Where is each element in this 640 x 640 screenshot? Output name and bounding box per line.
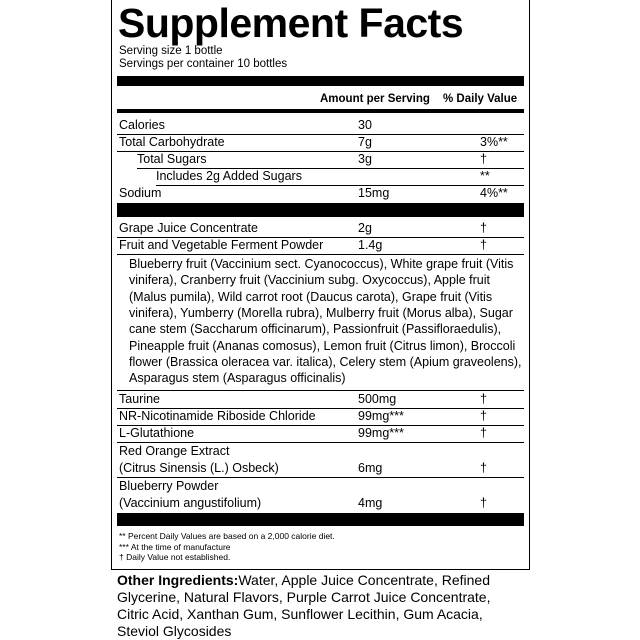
other-ingredients: Other Ingredients:Water, Apple Juice Con… xyxy=(117,572,513,640)
blend-line: cane stem (Saccharum officinarum), Passi… xyxy=(129,322,502,337)
row-daily-value: † xyxy=(480,392,487,406)
row-amount: 99mg*** xyxy=(358,426,404,440)
row-daily-value: † xyxy=(480,409,487,423)
row-daily-value: † xyxy=(480,221,487,235)
row-name: Blueberry Powder xyxy=(119,479,219,493)
row-name: NR-Nicotinamide Riboside Chloride xyxy=(119,409,316,423)
row-amount: 2g xyxy=(358,221,372,235)
row-name: (Vaccinium angustifolium) xyxy=(119,496,262,510)
thick-bar xyxy=(117,76,524,86)
row-daily-value: 4%** xyxy=(480,186,508,200)
row-name: Total Carbohydrate xyxy=(119,135,225,149)
row-name: Calories xyxy=(119,118,165,132)
row-name: Total Sugars xyxy=(137,152,207,166)
row-separator xyxy=(117,254,524,255)
row-amount: 1.4g xyxy=(358,238,383,252)
row-amount: 7g xyxy=(358,135,372,149)
blend-line: vinifera), Yumberry (Morella rubra), Mul… xyxy=(129,305,513,320)
thick-bar xyxy=(117,203,524,217)
blend-line: (Malus pumila), Wild carrot root (Daucus… xyxy=(129,289,493,304)
blend-line: Blueberry fruit (Vaccinium sect. Cyanoco… xyxy=(129,257,514,271)
row-daily-value: ** xyxy=(480,169,490,183)
row-amount: 3g xyxy=(358,152,372,166)
row-daily-value: † xyxy=(480,152,487,166)
row-separator xyxy=(117,151,524,152)
blend-line: vinifera), Cranberry fruit (Vaccinium su… xyxy=(129,273,491,288)
title: Supplement Facts xyxy=(118,0,464,46)
row-separator xyxy=(117,442,524,443)
row-name: Includes 2g Added Sugars xyxy=(156,169,302,183)
row-separator xyxy=(117,408,524,409)
serving-size: Serving size 1 bottle xyxy=(119,45,223,57)
column-header: % Daily Value xyxy=(443,93,518,105)
other-ingredients-text: Water, Apple Juice Concentrate, Refined … xyxy=(117,572,491,639)
row-separator xyxy=(117,390,524,391)
row-name: Fruit and Vegetable Ferment Powder xyxy=(119,238,324,252)
row-daily-value: 3%** xyxy=(480,135,508,149)
row-name: Sodium xyxy=(119,186,162,200)
row-name: L-Glutathione xyxy=(119,426,195,440)
blend-line: flower (Brassica oleracea var. italica),… xyxy=(129,354,522,369)
row-amount: 30 xyxy=(358,118,372,132)
row-name: Red Orange Extract xyxy=(119,444,230,458)
row-amount: 500mg xyxy=(358,392,397,406)
row-separator xyxy=(117,477,524,478)
label-box xyxy=(111,0,530,570)
footnote: *** At the time of manufacture xyxy=(119,542,231,552)
row-daily-value: † xyxy=(480,426,487,440)
row-daily-value: † xyxy=(480,461,487,475)
row-daily-value: † xyxy=(480,496,487,510)
row-amount: 6mg xyxy=(358,461,383,475)
row-name: (Citrus Sinensis (L.) Osbeck) xyxy=(119,461,279,475)
row-name: Taurine xyxy=(119,392,160,406)
thick-bar xyxy=(117,513,524,526)
row-separator xyxy=(156,185,524,186)
row-amount: 99mg*** xyxy=(358,409,404,423)
column-header: Amount per Serving xyxy=(320,93,430,105)
row-name: Grape Juice Concentrate xyxy=(119,221,258,235)
row-amount: 15mg xyxy=(358,186,390,200)
row-separator xyxy=(117,237,524,238)
row-amount: 4mg xyxy=(358,496,383,510)
row-separator xyxy=(117,134,524,135)
row-separator xyxy=(137,168,524,169)
other-ingredients-label: Other Ingredients: xyxy=(117,572,239,588)
servings-per-container: Servings per container 10 bottles xyxy=(119,58,288,70)
row-daily-value: † xyxy=(480,238,487,252)
footnote: ** Percent Daily Values are based on a 2… xyxy=(119,531,335,541)
footnote: † Daily Value not established. xyxy=(119,552,231,562)
row-separator xyxy=(117,425,524,426)
blend-line: Pineapple fruit (Ananas comosus), Lemon … xyxy=(129,338,516,353)
thick-bar xyxy=(117,109,524,113)
blend-line: Asparagus stem (Asparagus officinalis) xyxy=(129,371,346,386)
